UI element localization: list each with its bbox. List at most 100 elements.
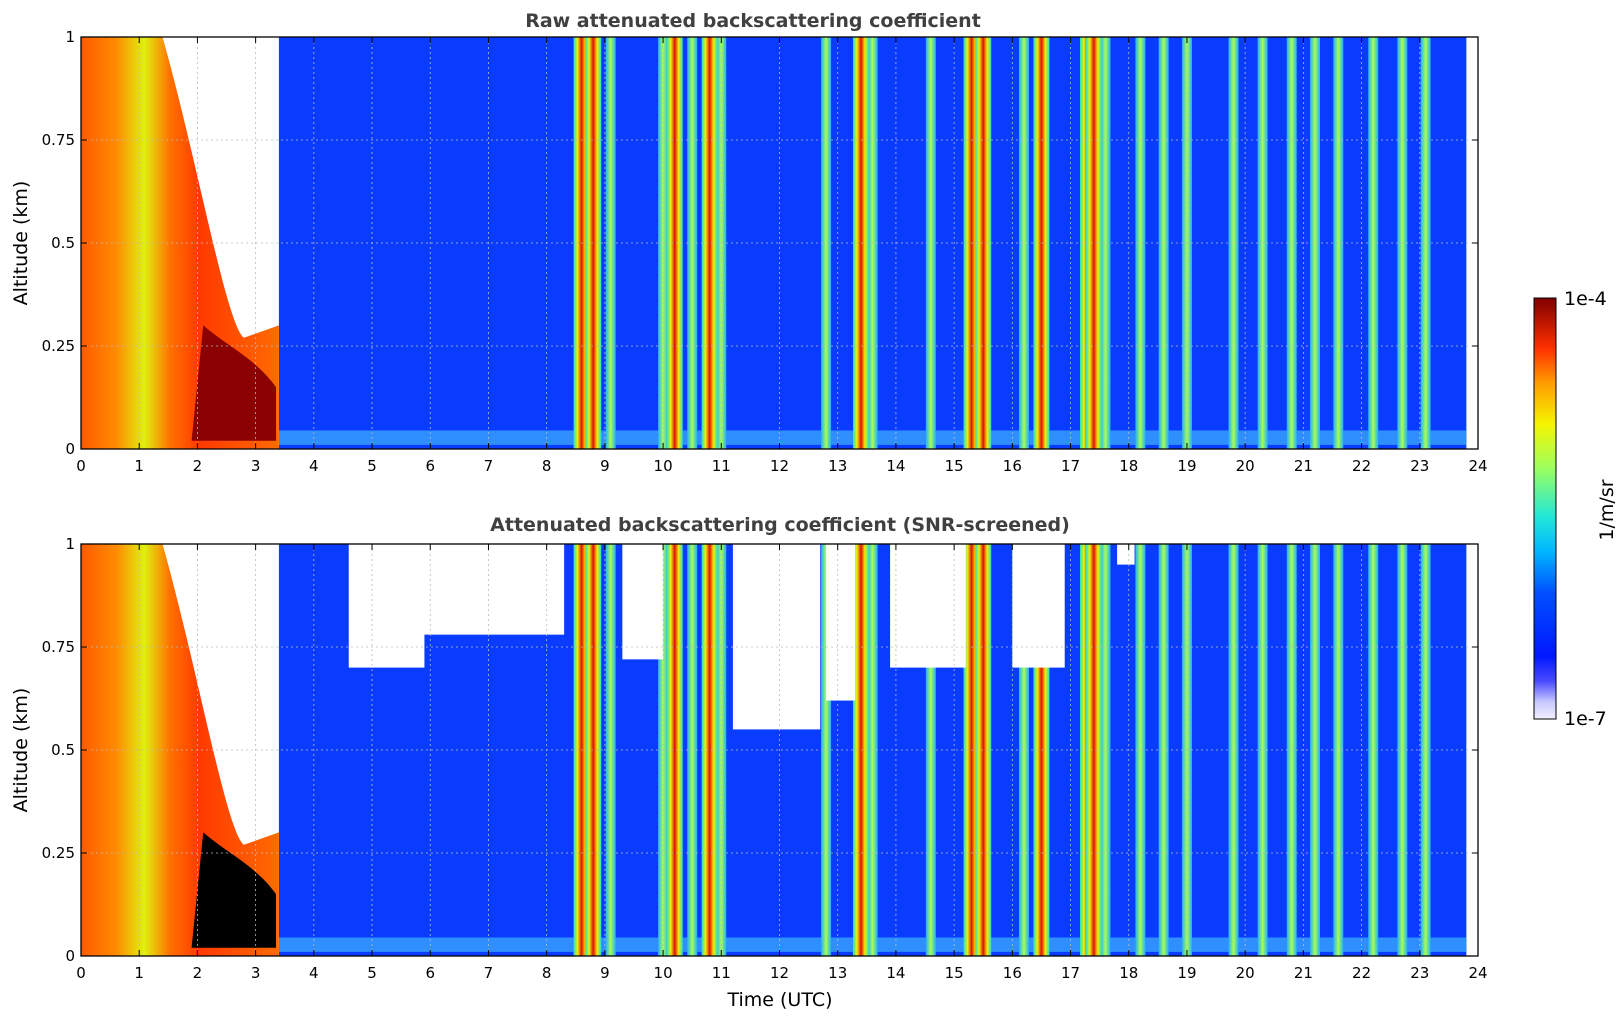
- x-tick-label: 13: [828, 964, 847, 982]
- x-tick-label: 19: [1177, 964, 1196, 982]
- x-tick-label: 3: [251, 964, 261, 982]
- x-tick-label: 23: [1410, 457, 1429, 475]
- heatmap-area: [81, 544, 1467, 956]
- x-tick-label: 8: [542, 964, 552, 982]
- intense-signal-column: [701, 37, 718, 449]
- colorbar-unit-label: 1/m/sr: [1596, 479, 1618, 540]
- x-tick-label: 10: [654, 457, 673, 475]
- x-tick-label: 21: [1294, 964, 1313, 982]
- y-tick-label: 1: [65, 535, 75, 553]
- moderate-signal-column: [1018, 544, 1029, 956]
- x-axis-ticks: 0 1 2 3 4 5 6 7 8 9 10 11 12 13 14 15 16 17 18 19 20 21 22 23 24: [76, 544, 1488, 982]
- moderate-signal-column: [1135, 544, 1146, 956]
- x-tick-label: 7: [484, 457, 494, 475]
- moderate-signal-column: [1100, 37, 1111, 449]
- y-tick-label: 0.75: [42, 638, 75, 656]
- moderate-signal-column: [1135, 37, 1146, 449]
- screened-region: [622, 544, 664, 660]
- y-tick-label: 0.75: [42, 131, 75, 149]
- y-tick-label: 0: [65, 947, 75, 965]
- intense-signal-column: [666, 37, 683, 449]
- grid-lines: [81, 544, 1478, 956]
- x-tick-label: 8: [542, 457, 552, 475]
- x-tick-label: 18: [1119, 964, 1138, 982]
- moderate-signal-column: [1018, 37, 1029, 449]
- x-tick-label: 22: [1352, 964, 1371, 982]
- x-tick-label: 18: [1119, 457, 1138, 475]
- x-axis-label: Time (UTC): [726, 989, 832, 1011]
- x-tick-label: 12: [770, 964, 789, 982]
- x-tick-label: 20: [1236, 457, 1255, 475]
- y-tick-label: 0.5: [51, 234, 75, 252]
- intense-signal-column: [1085, 37, 1102, 449]
- moderate-signal-column: [1310, 37, 1321, 449]
- colorbar-max-label: 1e-4: [1564, 288, 1607, 310]
- x-tick-label: 24: [1468, 964, 1487, 982]
- colorbar: 1e-4 1e-7 1/m/sr: [1533, 288, 1618, 730]
- x-tick-label: 6: [425, 964, 435, 982]
- x-tick-label: 16: [1003, 964, 1022, 982]
- moderate-signal-column: [1368, 544, 1379, 956]
- moderate-signal-column: [605, 544, 616, 956]
- y-axis-ticks: 0 0.25 0.5 0.75 1: [42, 535, 1478, 965]
- colorbar-min-label: 1e-7: [1564, 708, 1607, 730]
- dense-fog-core: [191, 325, 276, 441]
- heatmap-area: [81, 37, 1467, 449]
- moderate-signal-column: [925, 544, 936, 956]
- x-tick-label: 4: [309, 964, 319, 982]
- y-axis-ticks: 0 0.25 0.5 0.75 1: [42, 28, 1478, 458]
- x-axis-ticks: 0 1 2 3 4 5 6 7 8 9 10 11 12 13 14 15 16 17 18 19 20 21 22 23 24: [76, 37, 1488, 475]
- moderate-signal-column: [1368, 37, 1379, 449]
- y-tick-label: 1: [65, 28, 75, 46]
- x-tick-label: 15: [945, 457, 964, 475]
- x-tick-label: 20: [1236, 964, 1255, 982]
- y-tick-label: 0.5: [51, 741, 75, 759]
- moderate-signal-column: [1333, 37, 1344, 449]
- colorbar-gradient: [1533, 297, 1557, 720]
- x-tick-label: 12: [770, 457, 789, 475]
- x-tick-label: 14: [886, 964, 905, 982]
- x-tick-label: 21: [1294, 457, 1313, 475]
- screened-region: [732, 544, 821, 730]
- x-tick-label: 2: [193, 457, 203, 475]
- x-tick-label: 22: [1352, 457, 1371, 475]
- x-tick-label: 5: [367, 964, 377, 982]
- x-tick-label: 3: [251, 457, 261, 475]
- moderate-signal-column: [1158, 544, 1169, 956]
- x-tick-label: 6: [425, 457, 435, 475]
- screened-region: [1012, 544, 1065, 668]
- x-tick-label: 15: [945, 964, 964, 982]
- x-tick-label: 11: [712, 457, 731, 475]
- moderate-signal-column: [1420, 37, 1431, 449]
- moderate-signal-column: [1420, 544, 1431, 956]
- y-tick-label: 0: [65, 440, 75, 458]
- x-tick-label: 16: [1003, 457, 1022, 475]
- y-tick-label: 0.25: [42, 337, 75, 355]
- intense-signal-column: [701, 544, 718, 956]
- x-tick-label: 23: [1410, 964, 1429, 982]
- moderate-signal-column: [1100, 544, 1111, 956]
- y-axis-label: Altitude (km): [10, 688, 32, 813]
- x-tick-label: 10: [654, 964, 673, 982]
- screened-region: [1117, 544, 1135, 565]
- moderate-signal-column: [925, 37, 936, 449]
- x-tick-label: 1: [134, 964, 144, 982]
- x-tick-label: 9: [600, 964, 610, 982]
- x-tick-label: 0: [76, 964, 86, 982]
- x-tick-label: 24: [1468, 457, 1487, 475]
- intense-signal-column: [666, 544, 683, 956]
- x-tick-label: 7: [484, 964, 494, 982]
- moderate-signal-column: [1333, 544, 1344, 956]
- x-tick-label: 14: [886, 457, 905, 475]
- dense-fog-core: [191, 832, 276, 948]
- moderate-signal-column: [1158, 37, 1169, 449]
- chart-title: Raw attenuated backscattering coefficien…: [525, 10, 981, 32]
- x-tick-label: 19: [1177, 457, 1196, 475]
- x-tick-label: 5: [367, 457, 377, 475]
- grid-lines: [81, 37, 1478, 449]
- y-tick-label: 0.25: [42, 844, 75, 862]
- x-tick-label: 17: [1061, 964, 1080, 982]
- moderate-signal-column: [1228, 544, 1239, 956]
- x-tick-label: 17: [1061, 457, 1080, 475]
